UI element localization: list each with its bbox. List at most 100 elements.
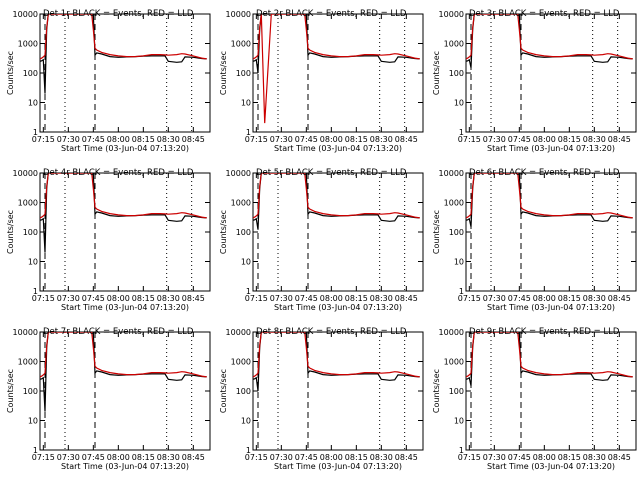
x-tick-label: 07:45 bbox=[508, 453, 531, 462]
detector-panel-9: 1 10 100 1000 10000 07:15 07:30 07:45 08:00 08:15… bbox=[432, 327, 637, 471]
y-axis-label: Counts/sec bbox=[432, 51, 441, 95]
x-tick-label: 08:15 bbox=[132, 453, 155, 462]
y-tick-label: 1 bbox=[246, 128, 251, 137]
x-tick-label: 07:15 bbox=[458, 135, 481, 144]
x-tick-label: 07:15 bbox=[32, 453, 55, 462]
panel-title: Det 4r BLACK = Events, RED = LLD bbox=[43, 168, 194, 178]
y-tick-label: 10000 bbox=[226, 169, 251, 178]
x-tick-label: 07:45 bbox=[295, 135, 318, 144]
panel-title: Det 9r BLACK = Events, RED = LLD bbox=[469, 327, 620, 337]
series-line-lld bbox=[466, 332, 633, 378]
y-tick-label: 1 bbox=[33, 128, 38, 137]
y-tick-label: 100 bbox=[449, 228, 464, 237]
x-tick-label: 08:00 bbox=[107, 135, 130, 144]
y-tick-label: 10000 bbox=[226, 10, 251, 19]
x-tick-label: 08:45 bbox=[395, 135, 418, 144]
y-tick-label: 10000 bbox=[13, 10, 38, 19]
y-tick-label: 100 bbox=[23, 387, 38, 396]
panel-title: Det 3r BLACK = Events, RED = LLD bbox=[469, 9, 620, 19]
x-tick-label: 08:15 bbox=[345, 453, 368, 462]
x-tick-label: 07:15 bbox=[245, 135, 268, 144]
plot-frame bbox=[252, 331, 424, 451]
x-tick-label: 08:00 bbox=[320, 294, 343, 303]
y-tick-label: 1000 bbox=[444, 199, 464, 208]
plot-frame bbox=[465, 172, 637, 292]
y-tick-label: 10000 bbox=[13, 328, 38, 337]
x-tick-label: 08:45 bbox=[608, 453, 631, 462]
x-tick-label: 08:30 bbox=[583, 453, 606, 462]
detector-panel-2: 1 10 100 1000 10000 07:15 07:30 07:45 08:00 08:15… bbox=[219, 9, 424, 153]
x-tick-label: 08:00 bbox=[533, 294, 556, 303]
y-tick-label: 10000 bbox=[226, 328, 251, 337]
x-tick-label: 08:30 bbox=[583, 135, 606, 144]
y-tick-label: 1000 bbox=[231, 358, 251, 367]
panel-title: Det 8r BLACK = Events, RED = LLD bbox=[256, 327, 407, 337]
plot-frame bbox=[39, 172, 211, 292]
x-tick-label: 08:45 bbox=[608, 135, 631, 144]
x-tick-label: 08:30 bbox=[370, 453, 393, 462]
x-tick-label: 07:30 bbox=[483, 453, 506, 462]
y-tick-label: 10000 bbox=[13, 169, 38, 178]
x-tick-label: 07:15 bbox=[245, 294, 268, 303]
y-tick-label: 10 bbox=[454, 417, 464, 426]
plot-frame bbox=[39, 13, 211, 133]
y-axis-label: Counts/sec bbox=[219, 210, 228, 254]
x-tick-label: 08:15 bbox=[132, 135, 155, 144]
x-tick-label: 08:00 bbox=[320, 135, 343, 144]
panel-title: Det 6r BLACK = Events, RED = LLD bbox=[469, 168, 620, 178]
y-tick-label: 10000 bbox=[439, 328, 464, 337]
y-axis-label: Counts/sec bbox=[6, 210, 15, 254]
y-tick-label: 1000 bbox=[231, 40, 251, 49]
x-axis-label: Start Time (03-Jun-04 07:13:20) bbox=[487, 144, 615, 153]
x-tick-label: 08:00 bbox=[533, 135, 556, 144]
x-tick-label: 08:30 bbox=[157, 453, 180, 462]
x-tick-label: 07:45 bbox=[508, 135, 531, 144]
y-axis-label: Counts/sec bbox=[432, 369, 441, 413]
y-tick-label: 1 bbox=[459, 287, 464, 296]
x-axis-label: Start Time (03-Jun-04 07:13:20) bbox=[487, 303, 615, 312]
y-tick-label: 1 bbox=[33, 287, 38, 296]
x-tick-label: 08:30 bbox=[370, 135, 393, 144]
x-axis-label: Start Time (03-Jun-04 07:13:20) bbox=[274, 462, 402, 471]
y-tick-label: 1000 bbox=[444, 40, 464, 49]
y-axis-label: Counts/sec bbox=[6, 369, 15, 413]
x-tick-label: 08:45 bbox=[395, 453, 418, 462]
y-axis-label: Counts/sec bbox=[6, 51, 15, 95]
x-tick-label: 07:45 bbox=[295, 294, 318, 303]
y-tick-label: 10 bbox=[454, 99, 464, 108]
y-axis-label: Counts/sec bbox=[219, 51, 228, 95]
x-tick-label: 07:30 bbox=[270, 294, 293, 303]
series-line-lld bbox=[253, 332, 420, 378]
y-tick-label: 1 bbox=[246, 287, 251, 296]
x-tick-label: 08:00 bbox=[320, 453, 343, 462]
x-tick-label: 08:45 bbox=[182, 135, 205, 144]
x-tick-label: 07:15 bbox=[32, 294, 55, 303]
y-tick-label: 10000 bbox=[439, 10, 464, 19]
x-tick-label: 08:30 bbox=[370, 294, 393, 303]
x-tick-label: 08:30 bbox=[583, 294, 606, 303]
y-tick-label: 10 bbox=[28, 417, 38, 426]
y-tick-label: 10000 bbox=[439, 169, 464, 178]
y-tick-label: 10 bbox=[241, 258, 251, 267]
x-tick-label: 08:45 bbox=[182, 453, 205, 462]
x-tick-label: 07:30 bbox=[270, 135, 293, 144]
plot-frame bbox=[465, 13, 637, 133]
x-tick-label: 07:30 bbox=[270, 453, 293, 462]
y-tick-label: 1000 bbox=[231, 199, 251, 208]
series-line-lld bbox=[466, 14, 633, 60]
x-tick-label: 08:15 bbox=[558, 453, 581, 462]
x-tick-label: 07:15 bbox=[245, 453, 268, 462]
y-tick-label: 100 bbox=[449, 69, 464, 78]
x-tick-label: 07:45 bbox=[82, 453, 105, 462]
x-tick-label: 07:30 bbox=[57, 135, 80, 144]
detector-panel-6: 1 10 100 1000 10000 07:15 07:30 07:45 08:00 08:15… bbox=[432, 168, 637, 312]
y-tick-label: 1000 bbox=[18, 358, 38, 367]
x-tick-label: 07:15 bbox=[32, 135, 55, 144]
x-tick-label: 07:45 bbox=[295, 453, 318, 462]
detector-panel-5: 1 10 100 1000 10000 07:15 07:30 07:45 08:00 08:15… bbox=[219, 168, 424, 312]
x-tick-label: 07:45 bbox=[508, 294, 531, 303]
x-axis-label: Start Time (03-Jun-04 07:13:20) bbox=[61, 144, 189, 153]
y-tick-label: 100 bbox=[23, 228, 38, 237]
y-axis-label: Counts/sec bbox=[219, 369, 228, 413]
y-tick-label: 10 bbox=[454, 258, 464, 267]
